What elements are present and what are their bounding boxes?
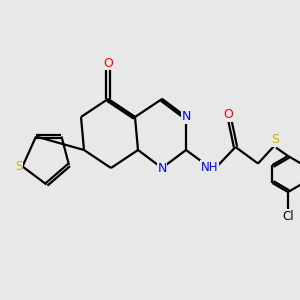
Text: S: S: [15, 160, 22, 173]
Text: O: O: [103, 56, 113, 70]
Text: O: O: [223, 108, 233, 122]
Text: N: N: [157, 161, 167, 175]
Text: NH: NH: [201, 160, 218, 174]
Text: N: N: [181, 110, 191, 124]
Text: S: S: [272, 133, 279, 146]
Text: Cl: Cl: [282, 209, 294, 223]
